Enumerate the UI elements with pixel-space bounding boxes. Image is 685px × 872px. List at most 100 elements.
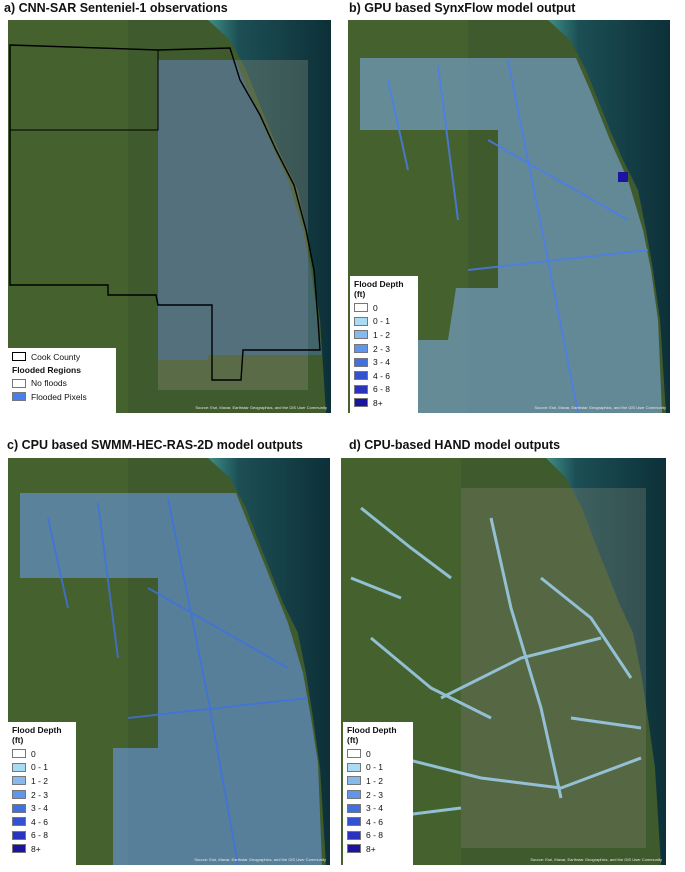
legend-swatch <box>347 790 361 800</box>
legend-swatch <box>354 384 368 394</box>
flooded-pixels-overlay <box>158 60 322 360</box>
flood-depth-overlay <box>360 58 662 413</box>
legend-label: 0 - 1 <box>366 762 384 773</box>
legend-swatch <box>354 344 368 354</box>
legend-row: 8+ <box>347 842 409 856</box>
legend-row: 1 - 2 <box>347 774 409 788</box>
legend-row: 0 <box>354 301 414 315</box>
legend-row: 1 - 2 <box>354 328 414 342</box>
legend-label: 4 - 6 <box>373 370 391 381</box>
attribution-d: Source: Esri, Maxar, Earthstar Geographi… <box>530 857 662 862</box>
attribution-c: Source: Esri, Maxar, Earthstar Geographi… <box>194 857 326 862</box>
cook-county-boundary <box>9 44 321 381</box>
legend-label: Flooded Pixels <box>31 391 87 402</box>
legend-row: 6 - 8 <box>354 383 414 397</box>
legend-label: 0 <box>366 748 371 759</box>
legend-label: 0 <box>31 748 36 759</box>
legend-row-county: Cook County <box>12 350 112 364</box>
legend-swatch <box>354 357 368 367</box>
legend-county-label: Cook County <box>31 351 81 362</box>
legend-label: 8+ <box>366 843 376 854</box>
legend-row: 6 - 8 <box>347 829 409 843</box>
map-panel-b: Flood Depth (ft) 0 0 - 1 1 - 2 2 - 3 3 -… <box>348 20 670 413</box>
legend-label: 1 - 2 <box>31 775 49 786</box>
legend-swatch <box>347 844 361 854</box>
legend-label: 3 - 4 <box>373 357 391 368</box>
attribution-a: Source: Esri, Maxar, Earthstar Geographi… <box>195 405 327 410</box>
legend-label: 2 - 3 <box>373 343 391 354</box>
legend-swatch <box>12 378 26 388</box>
legend-row: 1 - 2 <box>12 774 72 788</box>
legend-swatch <box>12 776 26 786</box>
attribution-b: Source: Esri, Maxar, Earthstar Geographi… <box>534 405 666 410</box>
legend-title-c: Flood Depth (ft) <box>12 725 62 745</box>
legend-label: 2 - 3 <box>31 789 49 800</box>
legend-row: 0 - 1 <box>12 761 72 775</box>
legend-swatch <box>354 330 368 340</box>
legend-swatch <box>347 749 361 759</box>
panel-title-b: b) GPU based SynxFlow model output <box>349 1 576 15</box>
county-swatch <box>12 352 26 362</box>
panel-title-d: d) CPU-based HAND model outputs <box>349 438 561 452</box>
legend-swatch <box>347 762 361 772</box>
legend-label: 3 - 4 <box>366 803 384 814</box>
legend-swatch <box>12 790 26 800</box>
legend-row: 0 - 1 <box>347 761 409 775</box>
legend-label: 0 <box>373 302 378 313</box>
map-panel-d: Flood Depth (ft) 0 0 - 1 1 - 2 2 - 3 3 -… <box>341 458 666 865</box>
legend-row: 4 - 6 <box>347 815 409 829</box>
legend-row: Flooded Pixels <box>12 390 112 404</box>
urban-area <box>461 488 646 848</box>
legend-swatch <box>12 817 26 827</box>
map-panel-a: Cook County Flooded Regions No floods Fl… <box>8 20 331 413</box>
legend-label: 0 - 1 <box>373 316 391 327</box>
legend-row: 6 - 8 <box>12 829 72 843</box>
legend-row: 8+ <box>354 396 414 410</box>
legend-swatch <box>347 830 361 840</box>
legend-label: 6 - 8 <box>366 830 384 841</box>
satellite-map-d <box>341 458 666 865</box>
legend-panel-d: Flood Depth (ft) 0 0 - 1 1 - 2 2 - 3 3 -… <box>343 722 413 865</box>
legend-swatch <box>347 803 361 813</box>
flood-depth-overlay <box>350 506 642 820</box>
panel-title-c: c) CPU based SWMM-HEC-RAS-2D model outpu… <box>7 438 303 452</box>
legend-row: 8+ <box>12 842 72 856</box>
legend-label: 1 - 2 <box>366 775 384 786</box>
legend-row: 2 - 3 <box>12 788 72 802</box>
legend-swatch <box>12 844 26 854</box>
legend-row: 0 <box>12 747 72 761</box>
flood-depth-overlay <box>20 493 322 865</box>
legend-swatch <box>354 303 368 313</box>
legend-row: 3 - 4 <box>347 801 409 815</box>
legend-title-b: Flood Depth (ft) <box>354 279 404 299</box>
legend-swatch <box>12 392 26 402</box>
legend-title-a: Flooded Regions <box>12 364 81 375</box>
legend-swatch <box>12 762 26 772</box>
urban-area <box>158 60 308 390</box>
legend-swatch <box>354 398 368 408</box>
legend-row: 3 - 4 <box>354 355 414 369</box>
map-panel-c: Flood Depth (ft) 0 0 - 1 1 - 2 2 - 3 3 -… <box>8 458 330 865</box>
legend-swatch <box>347 776 361 786</box>
legend-row: No floods <box>12 377 112 391</box>
legend-label: 3 - 4 <box>31 803 49 814</box>
satellite-map-a <box>8 20 331 413</box>
legend-label: 4 - 6 <box>366 816 384 827</box>
legend-label: 4 - 6 <box>31 816 49 827</box>
legend-panel-a: Cook County Flooded Regions No floods Fl… <box>8 348 116 413</box>
legend-label: No floods <box>31 378 67 389</box>
legend-label: 8+ <box>31 843 41 854</box>
legend-label: 0 - 1 <box>31 762 49 773</box>
legend-swatch <box>12 803 26 813</box>
legend-swatch <box>347 817 361 827</box>
legend-panel-c: Flood Depth (ft) 0 0 - 1 1 - 2 2 - 3 3 -… <box>8 722 76 865</box>
legend-label: 2 - 3 <box>366 789 384 800</box>
legend-swatch <box>354 316 368 326</box>
panel-title-a: a) CNN-SAR Senteniel-1 observations <box>4 1 228 15</box>
legend-panel-b: Flood Depth (ft) 0 0 - 1 1 - 2 2 - 3 3 -… <box>350 276 418 413</box>
legend-swatch <box>12 830 26 840</box>
legend-label: 8+ <box>373 397 383 408</box>
legend-label: 6 - 8 <box>31 830 49 841</box>
legend-label: 1 - 2 <box>373 329 391 340</box>
legend-row: 0 - 1 <box>354 315 414 329</box>
